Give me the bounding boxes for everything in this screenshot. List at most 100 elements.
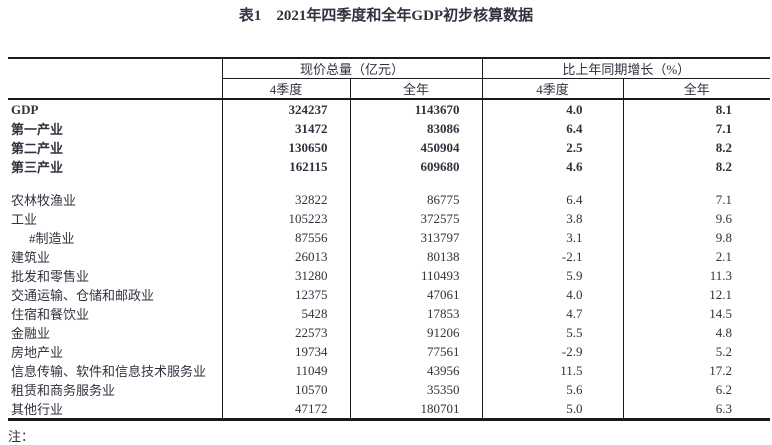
cell-value: 6.4 xyxy=(481,190,624,209)
cell-value: 3.1 xyxy=(481,228,624,247)
cell-value: 12.1 xyxy=(622,285,771,304)
cell-value: 17.2 xyxy=(622,361,771,380)
cell-value xyxy=(622,176,771,190)
cell-value: 7.1 xyxy=(622,190,771,209)
row-label: 金融业 xyxy=(11,326,51,341)
row-label: 信息传输、软件和信息技术服务业 xyxy=(11,364,207,379)
cell-value: 5.9 xyxy=(481,266,624,285)
table-row: 房地产业 19734 77561 -2.9 5.2 xyxy=(8,342,771,361)
header-sub-row: 4季度 全年 4季度 全年 xyxy=(8,78,771,99)
cell-value: 5.2 xyxy=(622,342,771,361)
table-row: GDP 324237 1143670 4.0 8.1 xyxy=(8,99,771,119)
row-label: 第三产业 xyxy=(11,160,64,175)
table-row: 农林牧渔业 32822 86775 6.4 7.1 xyxy=(8,190,771,209)
table-row: 批发和零售业 31280 110493 5.9 11.3 xyxy=(8,266,771,285)
header-group-row: 现价总量（亿元） 比上年同期增长（%） xyxy=(8,58,771,79)
cell-value: 9.6 xyxy=(622,209,771,228)
cell-value: 180701 xyxy=(349,399,483,420)
row-label: 住宿和餐饮业 xyxy=(11,307,90,322)
subheader-q4-growth: 4季度 xyxy=(481,78,624,99)
table-body: GDP 324237 1143670 4.0 8.1 第一产业 31472 83086 6.4 7… xyxy=(8,99,771,420)
cell-value: 8.1 xyxy=(622,99,771,119)
cell-value: 91206 xyxy=(349,323,483,342)
cell-value: 19734 xyxy=(221,342,350,361)
subheader-year-value: 全年 xyxy=(349,78,483,99)
row-label xyxy=(8,176,222,190)
cell-value: 609680 xyxy=(349,157,483,176)
cell-value: -2.1 xyxy=(481,247,624,266)
cell-value: 43956 xyxy=(349,361,483,380)
table-header: 现价总量（亿元） 比上年同期增长（%） 4季度 全年 4季度 全年 xyxy=(8,58,771,99)
cell-value: 11.5 xyxy=(481,361,624,380)
cell-value: 4.0 xyxy=(481,285,624,304)
cell-value xyxy=(481,176,624,190)
cell-value: 105223 xyxy=(221,209,350,228)
cell-value: 130650 xyxy=(221,138,350,157)
table-row: 工业 105223 372575 3.8 9.6 xyxy=(8,209,771,228)
table-row: 第三产业 162115 609680 4.6 8.2 xyxy=(8,157,771,176)
row-label: 交通运输、仓储和邮政业 xyxy=(11,288,155,303)
cell-value: 8.2 xyxy=(622,157,771,176)
cell-value: 26013 xyxy=(221,247,350,266)
cell-value: 6.4 xyxy=(481,119,624,138)
row-label: 租赁和商务服务业 xyxy=(11,383,116,398)
cell-value: 32822 xyxy=(221,190,350,209)
cell-value: 14.5 xyxy=(622,304,771,323)
cell-value: 4.8 xyxy=(622,323,771,342)
table-row: 租赁和商务服务业 10570 35350 5.6 6.2 xyxy=(8,380,771,399)
cell-value: 7.1 xyxy=(622,119,771,138)
table-note: 注： xyxy=(8,429,35,444)
cell-value: 87556 xyxy=(221,228,350,247)
row-label: 其他行业 xyxy=(11,402,64,417)
row-label: GDP xyxy=(11,101,39,117)
cell-value: 6.3 xyxy=(622,399,771,420)
table-row: 交通运输、仓储和邮政业 12375 47061 4.0 12.1 xyxy=(8,285,771,304)
cell-value xyxy=(349,176,483,190)
cell-value: 5.5 xyxy=(481,323,624,342)
row-label: 第二产业 xyxy=(11,141,64,156)
cell-value: 2.5 xyxy=(481,138,624,157)
row-label: 建筑业 xyxy=(11,250,51,265)
table-row: 信息传输、软件和信息技术服务业 11049 43956 11.5 17.2 xyxy=(8,361,771,380)
cell-value: 324237 xyxy=(221,99,350,119)
table-row: 第一产业 31472 83086 6.4 7.1 xyxy=(8,119,771,138)
cell-value: 162115 xyxy=(221,157,350,176)
cell-value: 10570 xyxy=(221,380,350,399)
gdp-table: 现价总量（亿元） 比上年同期增长（%） 4季度 全年 4季度 全年 GDP 324… xyxy=(8,57,771,421)
cell-value: 6.2 xyxy=(622,380,771,399)
subheader-year-growth: 全年 xyxy=(622,78,771,99)
row-label: 第一产业 xyxy=(11,122,64,137)
table-row: 第二产业 130650 450904 2.5 8.2 xyxy=(8,138,771,157)
cell-value: 313797 xyxy=(349,228,483,247)
cell-value: 12375 xyxy=(221,285,350,304)
cell-value: -2.9 xyxy=(481,342,624,361)
cell-value: 4.6 xyxy=(481,157,624,176)
cell-value: 11.3 xyxy=(622,266,771,285)
cell-value: 22573 xyxy=(221,323,350,342)
row-label: 批发和零售业 xyxy=(11,269,90,284)
row-label: #制造业 xyxy=(29,231,75,246)
row-label: 房地产业 xyxy=(11,345,64,360)
row-label: 工业 xyxy=(11,212,38,227)
cell-value: 3.8 xyxy=(481,209,624,228)
cell-value: 31280 xyxy=(221,266,350,285)
header-current-price-total: 现价总量（亿元） xyxy=(221,58,483,79)
subheader-q4-value: 4季度 xyxy=(221,78,350,99)
table-row: 金融业 22573 91206 5.5 4.8 xyxy=(8,323,771,342)
cell-value: 110493 xyxy=(349,266,483,285)
cell-value: 5.0 xyxy=(481,399,624,420)
cell-value: 8.2 xyxy=(622,138,771,157)
cell-value: 17853 xyxy=(349,304,483,323)
cell-value: 5428 xyxy=(221,304,350,323)
table-row: 住宿和餐饮业 5428 17853 4.7 14.5 xyxy=(8,304,771,323)
cell-value xyxy=(221,176,350,190)
cell-value: 4.0 xyxy=(481,99,624,119)
table-row: 建筑业 26013 80138 -2.1 2.1 xyxy=(8,247,771,266)
cell-value: 77561 xyxy=(349,342,483,361)
label-column-header xyxy=(8,58,222,99)
cell-value: 31472 xyxy=(221,119,350,138)
cell-value: 450904 xyxy=(349,138,483,157)
table-row: #制造业 87556 313797 3.1 9.8 xyxy=(8,228,771,247)
row-label: 农林牧渔业 xyxy=(11,193,77,208)
cell-value: 1143670 xyxy=(349,99,483,119)
